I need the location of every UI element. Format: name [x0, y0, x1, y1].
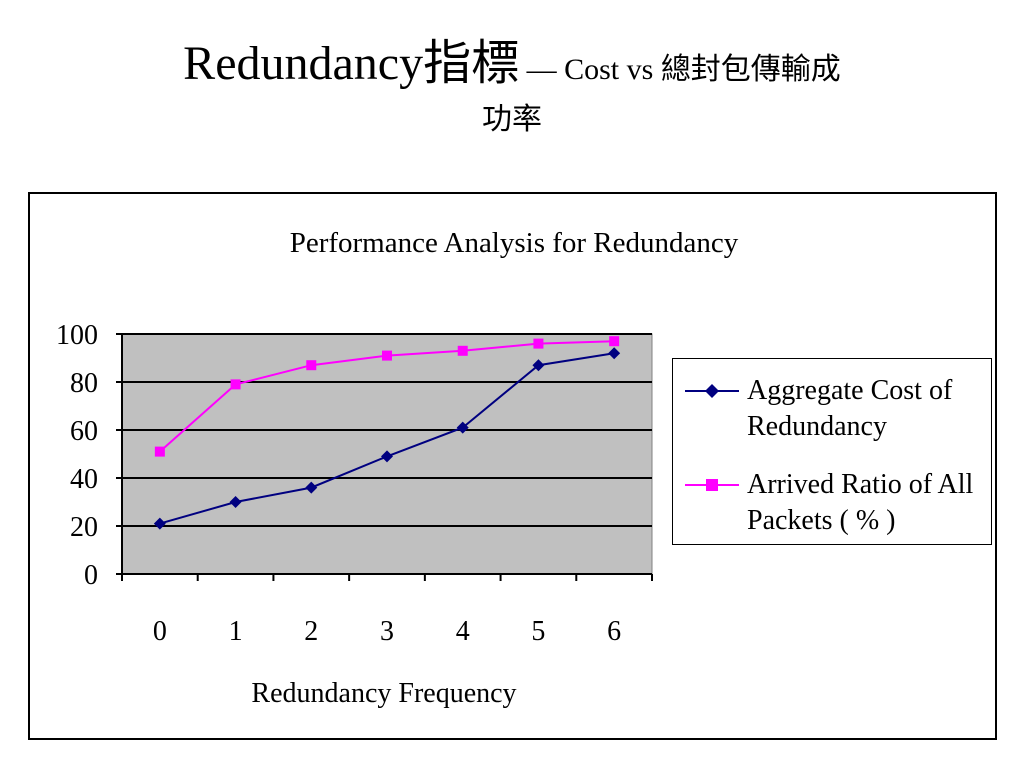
legend-swatch-cost: [685, 384, 739, 398]
data-point-cost: [608, 347, 621, 360]
title-tail: 總封包傳輸成: [660, 53, 841, 86]
y-tick-labels: 0 20 40 60 80 100: [56, 320, 98, 591]
data-point-cost: [381, 450, 393, 463]
y-tick-label: 100: [56, 320, 98, 351]
x-tick-label: 2: [304, 616, 318, 647]
grid-lines: [122, 333, 652, 527]
legend-label-cost-line1: Aggregate Cost of: [747, 375, 953, 406]
data-point-arrived: [154, 446, 165, 457]
data-point-cost: [456, 421, 469, 434]
y-tick-label: 40: [70, 464, 98, 495]
x-tick-label: 1: [229, 616, 243, 647]
x-tick-label: 3: [380, 616, 394, 647]
title-line2: 功率: [482, 102, 542, 136]
legend-label-cost: Aggregate Cost of Redundancy: [747, 373, 987, 445]
x-axis-label: Redundancy Frequency: [251, 678, 516, 709]
y-tick-label: 0: [84, 560, 98, 591]
x-tick-label: 6: [607, 616, 621, 647]
x-tick-labels: 0 1 2 3 4 5 6: [153, 616, 621, 647]
y-tick-label: 20: [70, 512, 98, 543]
title-dash: — Cost vs: [519, 53, 661, 86]
data-point-arrived: [306, 360, 317, 371]
legend-label-arrived-line2: Packets ( % ): [747, 505, 896, 536]
data-point-cost: [153, 517, 166, 530]
y-tick-label: 60: [70, 416, 98, 447]
legend-swatch-arrived: [685, 479, 739, 491]
series-markers: [153, 336, 621, 530]
data-point-cost: [532, 359, 545, 372]
data-point-arrived: [457, 345, 468, 356]
legend: Aggregate Cost of Redundancy Arrived Rat…: [672, 358, 992, 545]
data-point-cost: [229, 496, 242, 508]
x-tick-label: 4: [456, 616, 470, 647]
x-tick-label: 5: [531, 616, 545, 647]
axes: [116, 333, 653, 581]
y-tick-label: 80: [70, 368, 98, 399]
x-tick-label: 0: [153, 616, 167, 647]
data-point-arrived: [382, 350, 392, 361]
chart-frame: Performance Analysis for Redundancy 0 20 4…: [28, 192, 997, 740]
data-point-arrived: [609, 336, 620, 347]
data-point-arrived: [230, 379, 241, 390]
chart-svg: Performance Analysis for Redundancy 0204…: [56, 227, 739, 709]
legend-label-cost-line2: Redundancy: [747, 411, 887, 442]
legend-label-arrived: Arrived Ratio of All Packets ( % ): [747, 467, 987, 539]
slide-title: Redundancy指標 — Cost vs 總封包傳輸成 功率: [0, 37, 1024, 136]
title-main: Redundancy指標: [183, 37, 520, 90]
data-point-cost: [305, 481, 318, 494]
data-point-arrived: [533, 338, 544, 349]
chart-title: Performance Analysis for Redundancy: [290, 227, 739, 259]
legend-label-arrived-line1: Arrived Ratio of All: [747, 469, 974, 500]
